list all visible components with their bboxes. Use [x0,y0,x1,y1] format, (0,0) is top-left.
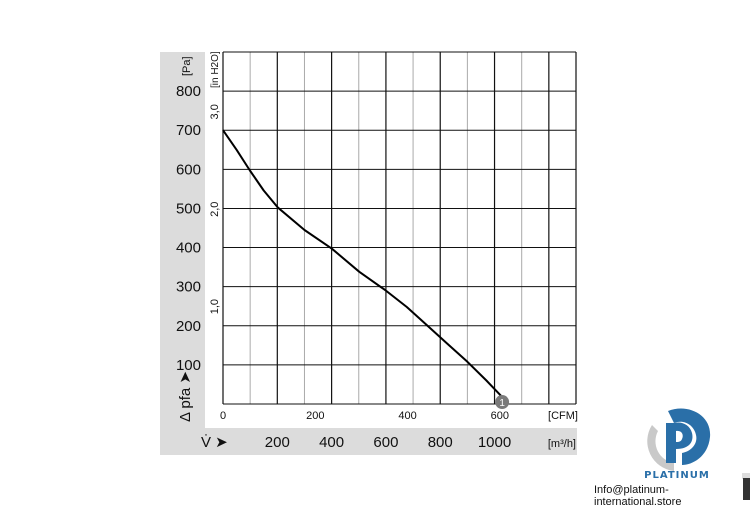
corner-decoration [742,473,750,479]
x-axis-unit-m3h: [m³/h] [548,438,576,450]
x-axis-unit-cfm: [CFM] [548,410,578,422]
x-tick-label-m3h: 400 [319,434,344,451]
x-axis-label: V̇ ➤ [201,434,228,451]
x-tick-label-cfm: 400 [398,410,416,422]
bottom-axis-panel [160,428,577,455]
y-tick-label-pa: 300 [176,279,201,296]
fan-curve-line [222,129,504,399]
platinum-logo [647,408,711,471]
y-tick-label-pa: 800 [176,83,201,100]
y-axis-unit-inh2o: [in H2O] [210,51,221,88]
y-axis-label: Δ pfa ➤ [177,371,194,422]
y-tick-label-pa: 200 [176,318,201,335]
y-tick-label-pa: 100 [176,357,201,374]
x-tick-label-m3h: 800 [428,434,453,451]
left-axis-panel [160,52,205,455]
y-tick-label-inh2o: 2,0 [209,202,221,217]
x-tick-label-cfm: 0 [220,410,226,422]
x-tick-label-m3h: 600 [373,434,398,451]
x-tick-label-m3h: 200 [265,434,290,451]
x-tick-label-cfm: 600 [491,410,509,422]
y-tick-label-pa: 500 [176,200,201,217]
x-tick-label-m3h: 1000 [478,434,511,451]
y-tick-label-pa: 400 [176,240,201,257]
operating-point-label: 1 [499,398,505,409]
y-tick-label-pa: 700 [176,122,201,139]
brand-name: PLATINUM [644,470,710,481]
contact-email: Info@platinum-international.store [594,484,682,508]
x-tick-label-cfm: 200 [306,410,324,422]
operating-point-marker [495,395,510,410]
y-axis-unit-pa: [Pa] [181,56,193,76]
y-tick-label-pa: 600 [176,161,201,178]
y-tick-label-inh2o: 1,0 [209,299,221,314]
y-tick-label-inh2o: 3,0 [209,104,221,119]
corner-decoration-dark [743,478,750,500]
